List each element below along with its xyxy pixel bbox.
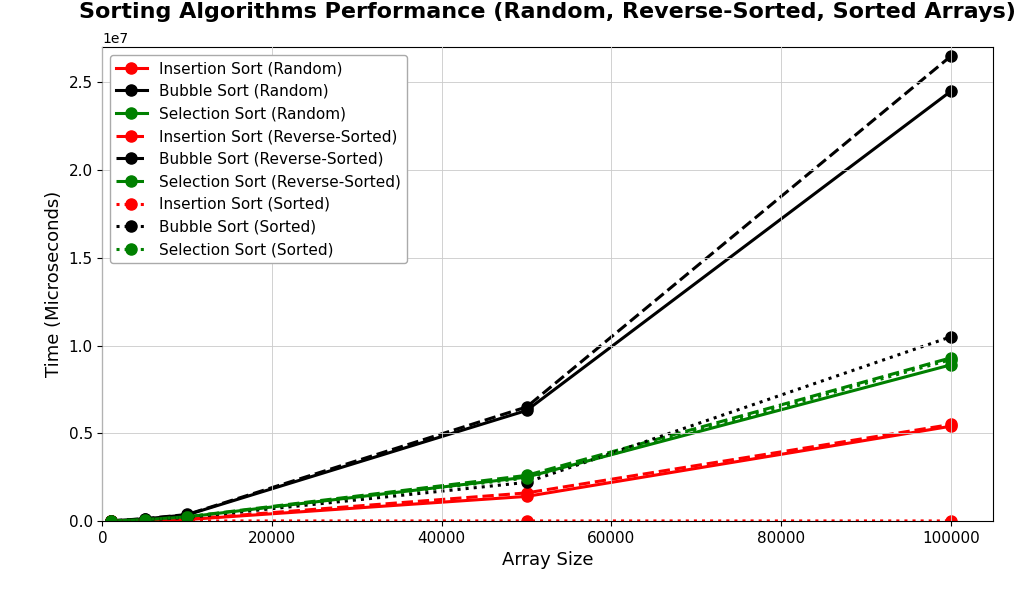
Bubble Sort (Random) xyxy=(520,407,532,414)
Y-axis label: Time (Microseconds): Time (Microseconds) xyxy=(45,191,63,377)
Insertion Sort (Random) xyxy=(181,516,194,523)
Bubble Sort (Sorted) xyxy=(520,479,532,486)
Bubble Sort (Sorted) xyxy=(104,517,117,525)
Insertion Sort (Sorted) xyxy=(138,517,151,525)
Insertion Sort (Random) xyxy=(520,493,532,500)
Insertion Sort (Reverse-Sorted) xyxy=(520,490,532,497)
Selection Sort (Reverse-Sorted) xyxy=(138,516,151,523)
Selection Sort (Sorted) xyxy=(520,474,532,481)
Bubble Sort (Sorted) xyxy=(945,333,957,340)
Selection Sort (Reverse-Sorted) xyxy=(181,513,194,520)
Insertion Sort (Sorted) xyxy=(945,517,957,525)
X-axis label: Array Size: Array Size xyxy=(502,551,594,570)
Bubble Sort (Random) xyxy=(138,515,151,522)
Bubble Sort (Sorted) xyxy=(181,514,194,521)
Insertion Sort (Reverse-Sorted) xyxy=(181,516,194,523)
Bubble Sort (Reverse-Sorted) xyxy=(945,53,957,60)
Insertion Sort (Random) xyxy=(945,423,957,430)
Insertion Sort (Reverse-Sorted) xyxy=(945,421,957,428)
Selection Sort (Random) xyxy=(138,516,151,523)
Line: Selection Sort (Sorted): Selection Sort (Sorted) xyxy=(105,354,956,526)
Line: Bubble Sort (Reverse-Sorted): Bubble Sort (Reverse-Sorted) xyxy=(105,50,956,526)
Line: Selection Sort (Random): Selection Sort (Random) xyxy=(105,359,956,526)
Insertion Sort (Sorted) xyxy=(520,517,532,525)
Bubble Sort (Reverse-Sorted) xyxy=(138,515,151,522)
Selection Sort (Sorted) xyxy=(181,513,194,520)
Selection Sort (Reverse-Sorted) xyxy=(104,517,117,525)
Selection Sort (Reverse-Sorted) xyxy=(520,472,532,479)
Insertion Sort (Reverse-Sorted) xyxy=(138,517,151,524)
Insertion Sort (Reverse-Sorted) xyxy=(104,517,117,525)
Selection Sort (Random) xyxy=(945,361,957,368)
Bubble Sort (Reverse-Sorted) xyxy=(181,511,194,518)
Bubble Sort (Sorted) xyxy=(138,516,151,523)
Bubble Sort (Random) xyxy=(181,511,194,519)
Line: Selection Sort (Reverse-Sorted): Selection Sort (Reverse-Sorted) xyxy=(105,352,956,526)
Bubble Sort (Random) xyxy=(945,88,957,95)
Bubble Sort (Reverse-Sorted) xyxy=(104,517,117,525)
Line: Insertion Sort (Random): Insertion Sort (Random) xyxy=(105,421,956,526)
Insertion Sort (Random) xyxy=(104,517,117,525)
Insertion Sort (Random) xyxy=(138,517,151,524)
Line: Insertion Sort (Reverse-Sorted): Insertion Sort (Reverse-Sorted) xyxy=(105,419,956,526)
Line: Insertion Sort (Sorted): Insertion Sort (Sorted) xyxy=(105,516,956,526)
Line: Bubble Sort (Random): Bubble Sort (Random) xyxy=(105,86,956,526)
Selection Sort (Random) xyxy=(520,474,532,481)
Selection Sort (Random) xyxy=(104,517,117,525)
Selection Sort (Sorted) xyxy=(104,517,117,525)
Insertion Sort (Sorted) xyxy=(181,517,194,525)
Line: Bubble Sort (Sorted): Bubble Sort (Sorted) xyxy=(105,332,956,526)
Selection Sort (Sorted) xyxy=(945,356,957,363)
Legend: Insertion Sort (Random), Bubble Sort (Random), Selection Sort (Random), Insertio: Insertion Sort (Random), Bubble Sort (Ra… xyxy=(110,55,407,263)
Selection Sort (Random) xyxy=(181,513,194,520)
Bubble Sort (Random) xyxy=(104,517,117,525)
Bubble Sort (Reverse-Sorted) xyxy=(520,403,532,410)
Selection Sort (Reverse-Sorted) xyxy=(945,354,957,361)
Title: Sorting Algorithms Performance (Random, Reverse-Sorted, Sorted Arrays): Sorting Algorithms Performance (Random, … xyxy=(80,2,1016,22)
Selection Sort (Sorted) xyxy=(138,516,151,523)
Insertion Sort (Sorted) xyxy=(104,517,117,525)
